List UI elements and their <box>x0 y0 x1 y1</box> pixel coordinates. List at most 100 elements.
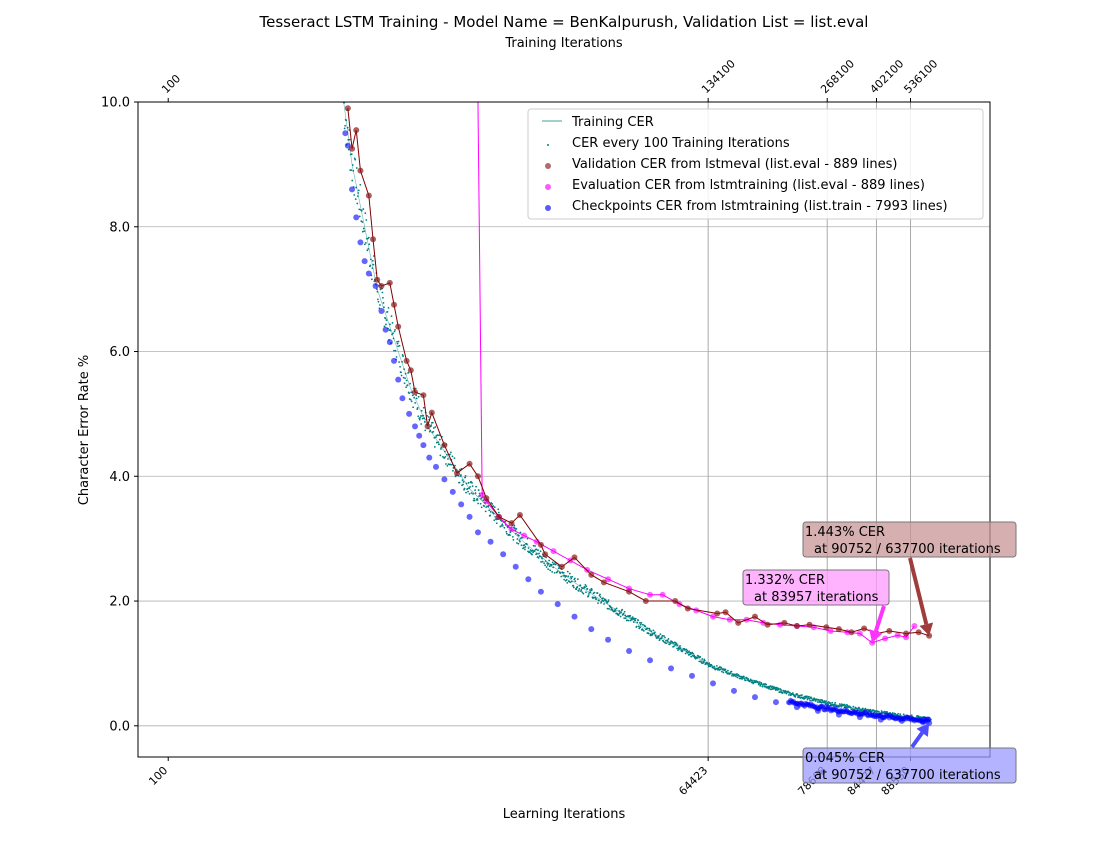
cer-every-100-point <box>823 700 826 702</box>
cer-every-100-point <box>361 221 364 223</box>
validation-cer-point <box>600 579 607 586</box>
cer-every-100-point <box>814 700 817 702</box>
cer-every-100-point <box>894 713 897 716</box>
validation-cer-point <box>374 276 381 283</box>
cer-every-100-point <box>464 476 466 479</box>
plot-frame <box>137 101 991 758</box>
checkpoint-cer-point <box>365 270 372 277</box>
cer-every-100-point <box>429 429 432 432</box>
cer-every-100-point <box>692 652 695 655</box>
cer-every-100-point <box>710 664 713 667</box>
cer-every-100-point <box>393 349 395 352</box>
cer-every-100-point <box>523 546 525 549</box>
annotation-text-line1: 0.045% CER <box>805 751 885 766</box>
annotation-text-line2: at 90752 / 637700 iterations <box>814 542 1001 557</box>
cer-every-100-point <box>518 539 521 542</box>
cer-every-100-point <box>600 600 603 603</box>
cer-every-100-point <box>350 153 353 156</box>
cer-every-100-point <box>410 400 413 403</box>
validation-cer-point <box>466 460 473 467</box>
plot-area <box>342 102 933 727</box>
checkpoint-cer-point <box>378 307 385 314</box>
cer-every-100-point <box>524 548 526 551</box>
cer-every-100-point <box>715 664 718 667</box>
cer-every-100-point <box>365 219 368 221</box>
cer-every-100-point <box>663 635 665 637</box>
cer-every-100-point <box>796 693 799 696</box>
cer-every-100-point <box>396 342 399 345</box>
cer-every-100-point <box>777 687 780 690</box>
validation-cer-point <box>684 605 691 612</box>
legend-box <box>527 108 984 220</box>
x-tick-label-top: 134100 <box>699 57 738 96</box>
cer-every-100-point <box>596 592 599 594</box>
cer-every-100-point <box>580 589 583 591</box>
cer-every-100-point <box>464 475 467 477</box>
legend-label: Training CER <box>571 115 654 130</box>
cer-every-100-point <box>355 186 358 189</box>
cer-every-100-point <box>407 372 410 374</box>
cer-every-100-point <box>804 697 806 700</box>
cer-every-100-point <box>399 365 401 368</box>
cer-every-100-point <box>432 427 435 429</box>
cer-every-100-point <box>384 317 387 320</box>
cer-every-100-point <box>503 526 506 529</box>
checkpoint-cer-point <box>466 513 473 520</box>
cer-every-100-point <box>550 563 553 566</box>
validation-cer-point <box>861 625 868 632</box>
cer-every-100-point <box>385 323 387 326</box>
cer-every-100-point <box>560 575 563 578</box>
cer-every-100-point <box>862 707 864 710</box>
cer-every-100-point <box>548 565 551 568</box>
cer-every-100-point <box>807 697 809 700</box>
cer-every-100-point <box>492 512 495 515</box>
cer-every-100-point <box>585 585 588 588</box>
validation-cer-point <box>915 629 922 636</box>
chart-title: Tesseract LSTM Training - Model Name = B… <box>259 13 869 31</box>
cer-every-100-point <box>653 632 656 635</box>
cer-every-100-point <box>574 580 577 583</box>
cer-every-100-point <box>825 700 828 703</box>
cer-every-100-point <box>377 298 379 301</box>
cer-every-100-point <box>494 515 497 518</box>
cer-every-100-point <box>361 230 364 233</box>
cer-every-100-point <box>658 634 660 637</box>
cer-every-100-point <box>423 417 426 420</box>
cer-every-100-point <box>623 610 626 613</box>
cer-every-100-point <box>702 661 705 664</box>
cer-every-100-point <box>744 679 747 682</box>
cer-every-100-point <box>681 649 684 652</box>
validation-cer-point <box>420 392 427 399</box>
cer-every-100-point <box>638 621 641 624</box>
annotation-text-line2: at 83957 iterations <box>754 590 879 605</box>
cer-every-100-point <box>465 491 467 494</box>
validation-cer-point <box>495 513 502 520</box>
cer-every-100-point <box>570 580 573 583</box>
cer-every-100-point <box>355 167 358 169</box>
cer-every-100-point <box>405 379 408 382</box>
cer-every-100-point <box>655 635 657 638</box>
cer-every-100-point <box>404 377 406 380</box>
cer-every-100-point <box>354 158 357 161</box>
cer-every-100-point <box>414 387 417 390</box>
cer-every-100-point <box>619 615 622 618</box>
cer-every-100-point <box>356 195 359 198</box>
cer-every-100-point <box>475 485 478 488</box>
cer-every-100-point <box>652 629 655 632</box>
cer-every-100-point <box>420 423 423 425</box>
cer-every-100-point <box>438 434 441 437</box>
cer-every-100-point <box>781 691 784 694</box>
cer-every-100-point <box>725 670 728 673</box>
cer-every-100-point <box>644 625 647 628</box>
y-tick-label: 10.0 <box>101 96 130 111</box>
cer-every-100-point <box>364 212 367 215</box>
cer-every-100-point <box>544 560 547 562</box>
cer-every-100-point <box>578 588 581 590</box>
cer-every-100-point <box>370 278 373 281</box>
cer-every-100-point <box>673 645 675 648</box>
cer-every-100-point <box>449 463 452 466</box>
cer-every-100-point <box>501 525 504 527</box>
cer-every-100-point <box>418 418 421 421</box>
checkpoint-cer-point <box>349 186 356 193</box>
annotation-arrow-shaft <box>908 557 929 625</box>
